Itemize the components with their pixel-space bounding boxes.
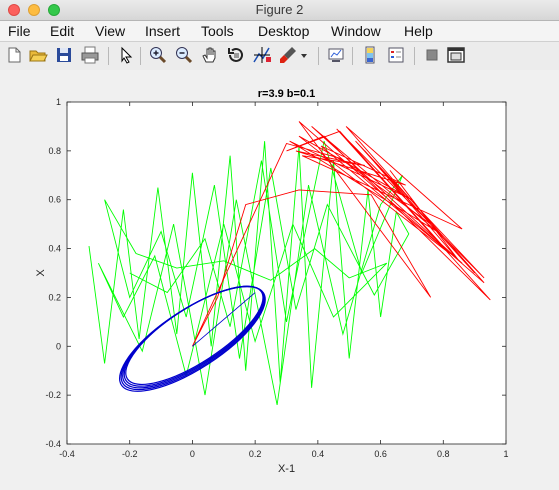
menu-view[interactable]: View [95, 23, 126, 39]
menu-window[interactable]: Window [331, 23, 381, 39]
x-tick-label: 1 [503, 449, 508, 459]
x-tick-label: 0 [190, 449, 195, 459]
blue-series-ellipse [119, 285, 266, 392]
y-tick-label: 1 [56, 97, 61, 107]
blue-series-segment [192, 292, 256, 347]
zoom-in-icon[interactable] [148, 45, 168, 65]
figure-canvas[interactable]: -0.4 -0.2 0 0.2 0.4 0.6 0.8 1 -0.4 -0.2 0 0.2 0.4 0.6… [0, 70, 559, 490]
red-series-line [191, 121, 491, 347]
y-tick-label: 0 [56, 341, 61, 351]
dropdown-arrow-icon[interactable] [299, 45, 309, 65]
print-icon[interactable] [80, 45, 100, 65]
axes-box [66, 101, 507, 445]
minimize-window-button[interactable] [28, 4, 40, 16]
chart-title: r=3.9 b=0.1 [258, 88, 316, 100]
x-axis-label: X-1 [278, 463, 295, 475]
save-icon[interactable] [54, 45, 74, 65]
rotate-3d-icon[interactable] [226, 45, 246, 65]
toolbar-separator [140, 47, 141, 65]
window-titlebar: Figure 2 [0, 0, 559, 21]
link-plot-icon[interactable] [326, 45, 346, 65]
y-tick-label: 0.6 [48, 195, 61, 205]
colorbar-icon[interactable] [360, 45, 380, 65]
toolbar-separator [414, 47, 415, 65]
y-tick-label: -0.2 [45, 390, 61, 400]
zoom-out-icon[interactable] [174, 45, 194, 65]
new-figure-icon[interactable] [4, 45, 24, 65]
zoom-window-button[interactable] [48, 4, 60, 16]
y-axis-label: X [35, 269, 47, 277]
menu-help[interactable]: Help [404, 23, 433, 39]
x-tick-label: -0.4 [59, 449, 75, 459]
x-tick-label: 0.8 [437, 449, 450, 459]
toolbar-separator [318, 47, 319, 65]
menu-tools[interactable]: Tools [201, 23, 234, 39]
data-cursor-icon[interactable] [252, 45, 272, 65]
x-tick-label: 0.6 [374, 449, 387, 459]
pointer-icon[interactable] [116, 45, 136, 65]
menu-file[interactable]: File [8, 23, 31, 39]
show-plot-tools-icon[interactable] [446, 45, 466, 65]
series-layer [88, 121, 491, 405]
close-window-button[interactable] [8, 4, 20, 16]
brush-icon[interactable] [278, 45, 298, 65]
toolbar-separator [108, 47, 109, 65]
menu-insert[interactable]: Insert [145, 23, 181, 39]
plot-svg[interactable]: -0.4 -0.2 0 0.2 0.4 0.6 0.8 1 -0.4 -0.2 0 0.2 0.4 0.6… [0, 70, 559, 490]
tick-layer: -0.4 -0.2 0 0.2 0.4 0.6 0.8 1 -0.4 -0.2 0 0.2 0.4 0.6… [45, 97, 508, 459]
pan-hand-icon[interactable] [200, 45, 220, 65]
x-tick-label: 0.2 [249, 449, 262, 459]
blue-series-loop [125, 285, 264, 386]
y-tick-label: -0.4 [45, 439, 61, 449]
axes-background [67, 102, 506, 444]
y-tick-label: 0.2 [48, 292, 61, 302]
x-tick-label: -0.2 [122, 449, 138, 459]
open-file-icon[interactable] [28, 45, 48, 65]
hide-plot-tools-icon[interactable] [422, 45, 442, 65]
menu-edit[interactable]: Edit [50, 23, 75, 39]
toolbar-separator [352, 47, 353, 65]
window-title: Figure 2 [255, 2, 304, 17]
legend-icon[interactable] [386, 45, 406, 65]
y-tick-label: 0.8 [48, 146, 61, 156]
x-tick-label: 0.4 [312, 449, 325, 459]
y-tick-label: 0.4 [48, 244, 61, 254]
menu-bar: File Edit View Insert Tools Desktop Wind… [0, 21, 559, 41]
figure-toolbar [0, 41, 559, 71]
green-series-line [88, 140, 410, 405]
menu-desktop[interactable]: Desktop [258, 23, 310, 39]
